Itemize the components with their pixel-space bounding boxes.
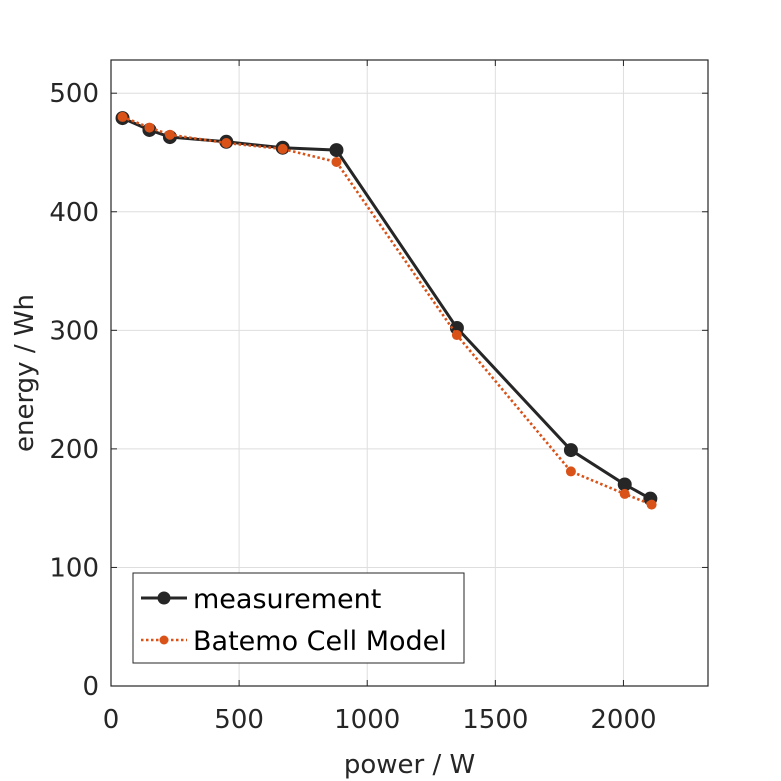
legend-label: Batemo Cell Model [193,626,447,657]
legend: measurement Batemo Cell Model [132,572,465,664]
series-batemo-cell-model [117,111,657,510]
x-tick-label: 500 [214,705,264,735]
y-tick-label: 200 [49,435,99,465]
x-axis-label: power / W [344,750,475,780]
data-point [144,122,155,133]
x-tick-label: 0 [103,705,120,735]
axis-ticks: 0 500 1000 1500 2000 0 100 200 300 400 500 [49,60,708,735]
y-tick-label: 100 [49,553,99,583]
y-axis-label: energy / Wh [10,294,40,452]
data-point [565,466,576,477]
data-point [277,143,288,154]
series-line [121,116,652,500]
legend-item-batemo-cell-model: Batemo Cell Model [141,626,447,657]
y-tick-label: 500 [49,79,99,109]
legend-box [132,572,465,664]
data-point [619,488,630,499]
data-point [221,137,232,148]
y-tick-label: 300 [49,316,99,346]
legend-label: measurement [193,584,381,615]
series-line [122,115,653,506]
series-layer [115,111,658,510]
data-point [331,156,342,167]
x-tick-label: 1000 [334,705,400,735]
data-point [451,330,462,341]
y-tick-label: 400 [49,198,99,228]
x-tick-label: 2000 [590,705,656,735]
data-point [329,143,344,158]
series-measurement [115,111,658,506]
legend-marker [159,635,169,645]
legend-marker [157,591,171,605]
y-tick-label: 0 [82,672,99,702]
data-point [117,111,128,122]
legend-item-measurement: measurement [141,584,381,615]
data-point [563,443,578,458]
plot-area-frame [110,59,709,687]
x-tick-label: 1500 [462,705,528,735]
data-point [164,129,175,140]
data-point [646,499,657,510]
